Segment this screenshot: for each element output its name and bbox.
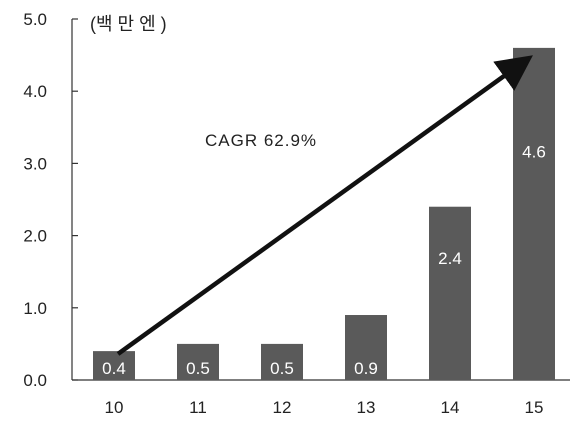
data-label: 0.5 (186, 359, 210, 378)
y-tick-label: 0.0 (23, 371, 47, 390)
x-tick-label: 15 (525, 398, 544, 417)
y-tick-label: 5.0 (23, 10, 47, 29)
x-tick-label: 14 (441, 398, 460, 417)
y-tick-label: 1.0 (23, 299, 47, 318)
cagr-annotation: CAGR 62.9% (205, 131, 317, 150)
bar (345, 315, 387, 380)
x-tick-label: 10 (105, 398, 124, 417)
bar (261, 343, 303, 380)
y-tick-label: 3.0 (23, 154, 47, 173)
y-tick-label: 4.0 (23, 82, 47, 101)
data-label: 2.4 (438, 249, 462, 268)
bar (93, 351, 135, 380)
bar (177, 343, 219, 380)
bar (513, 47, 555, 380)
data-label: 0.5 (270, 359, 294, 378)
unit-label: (백 만 엔 ) (90, 14, 167, 34)
x-tick-label: 13 (357, 398, 376, 417)
y-tick-label: 2.0 (23, 227, 47, 246)
data-label: 0.4 (102, 359, 126, 378)
data-label: 0.9 (354, 359, 378, 378)
x-tick-label: 11 (189, 398, 207, 417)
bar (429, 206, 471, 380)
data-label: 4.6 (522, 142, 546, 161)
x-tick-label: 12 (273, 398, 292, 417)
trend-arrow (116, 55, 533, 356)
